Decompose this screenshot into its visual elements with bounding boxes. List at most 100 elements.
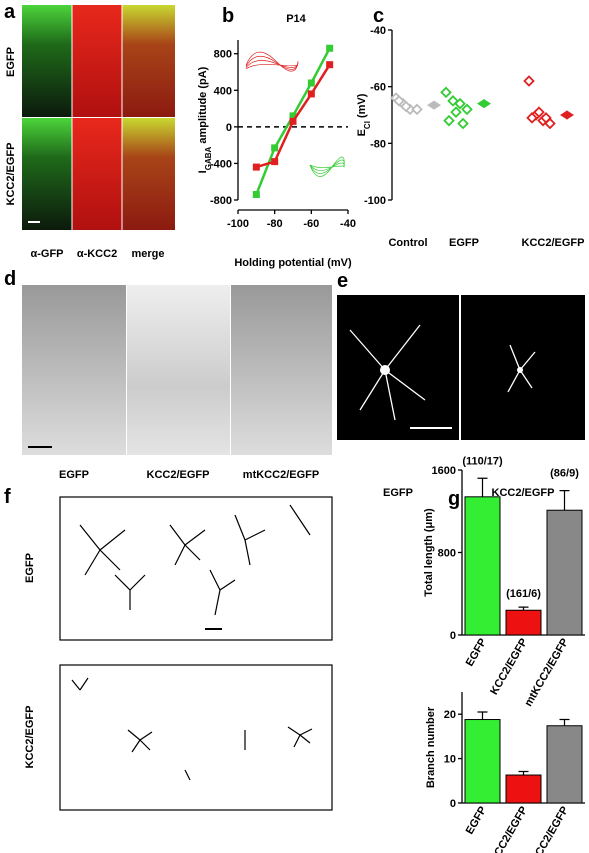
data-point — [443, 114, 455, 127]
annotation: (161/6) — [506, 588, 541, 600]
column-label: KCC2/EGFP — [492, 487, 555, 499]
data-point — [454, 97, 466, 110]
row-label: EGFP — [5, 47, 17, 77]
bar — [464, 719, 501, 804]
inset-trace — [309, 164, 345, 169]
y-axis-label: Branch number — [425, 706, 437, 788]
y-tick-label: 400 — [214, 85, 232, 97]
x-tick-label: mtKCC2/EGFP — [523, 805, 572, 853]
y-axis-label: ECl (mV) — [356, 93, 372, 136]
data-point — [252, 163, 260, 171]
data-point — [450, 106, 462, 118]
x-tick-label: Control — [388, 237, 427, 249]
y-tick-label: 0 — [450, 630, 456, 642]
y-tick-label: -40 — [370, 25, 386, 37]
x-tick-label: KCC2/EGFP — [488, 805, 530, 853]
bar — [546, 509, 583, 636]
x-axis-label: Holding potential (mV) — [234, 257, 352, 269]
panel-label: e — [337, 270, 348, 292]
data-point — [271, 158, 279, 166]
panel-label: d — [4, 268, 16, 290]
y-tick-label: 0 — [226, 122, 232, 134]
bar — [546, 725, 583, 804]
row-label: KCC2/EGFP — [5, 143, 17, 206]
data-point — [526, 112, 538, 124]
y-axis-label-part: GABA — [204, 147, 213, 171]
error-bar — [559, 718, 570, 726]
panel-d-images — [22, 285, 332, 455]
data-point — [523, 75, 535, 87]
x-tick-label: mtKCC2/EGFP — [523, 637, 572, 709]
data-point — [461, 103, 473, 116]
mean-point — [560, 110, 574, 120]
inset-trace — [245, 56, 299, 70]
y-axis-label-part: Cl — [363, 121, 372, 129]
x-tick-label: -80 — [267, 218, 283, 230]
annotation: (110/17) — [462, 455, 503, 467]
column-label: α-KCC2 — [77, 248, 117, 260]
y-tick-label: 0 — [450, 798, 456, 810]
data-point — [393, 95, 405, 107]
y-axis-label-part: E — [356, 129, 368, 136]
panel-f-images — [59, 496, 333, 811]
data-point — [271, 144, 279, 152]
data-point — [307, 90, 315, 98]
y-axis-label-part: amplitude (pA) — [197, 66, 209, 146]
mean-point — [427, 100, 441, 110]
data-point — [252, 191, 260, 199]
y-tick-label: 800 — [438, 548, 456, 560]
error-bar — [477, 477, 488, 497]
data-point — [326, 61, 334, 69]
inset-trace — [309, 156, 345, 177]
bar — [505, 609, 542, 636]
error-bar — [559, 490, 570, 511]
data-point — [411, 103, 423, 116]
column-label: KCC2/EGFP — [147, 469, 210, 481]
x-tick-label: EGFP — [464, 637, 489, 669]
y-axis-label: IGABA amplitude (pA) — [197, 66, 213, 173]
data-point — [307, 79, 315, 87]
inset-trace — [245, 63, 299, 70]
panel-label: c — [373, 5, 384, 27]
inset-trace — [245, 51, 299, 72]
bar — [464, 496, 501, 636]
y-tick-label: -60 — [370, 82, 386, 94]
y-tick-label: -400 — [210, 158, 232, 170]
column-label: merge — [131, 248, 164, 260]
x-tick-label: EGFP — [464, 805, 489, 837]
data-point — [457, 117, 469, 130]
row-label: KCC2/EGFP — [24, 706, 36, 769]
x-tick-label: EGFP — [449, 237, 479, 249]
x-tick-label: KCC2/EGFP — [488, 637, 530, 698]
data-point — [289, 112, 297, 120]
y-tick-label: -100 — [364, 195, 386, 207]
data-point — [533, 106, 545, 118]
x-tick-label: -40 — [340, 218, 356, 230]
panel-label: b — [222, 5, 234, 27]
data-point — [326, 44, 334, 52]
data-point — [440, 86, 452, 99]
column-label: α-GFP — [30, 248, 63, 260]
x-tick-label: KCC2/EGFP — [522, 237, 585, 249]
panel-label: g — [448, 488, 460, 510]
error-bar — [518, 770, 529, 776]
panel-a-images — [22, 5, 175, 230]
y-tick-label: -80 — [370, 138, 386, 150]
y-axis-label-part: I — [197, 170, 209, 173]
column-label: mtKCC2/EGFP — [243, 469, 319, 481]
error-bar — [477, 711, 488, 720]
y-tick-label: 10 — [444, 754, 456, 766]
mean-point — [477, 99, 491, 109]
panel-label: f — [4, 486, 11, 508]
bar — [505, 774, 542, 804]
annotation: (86/9) — [550, 468, 579, 480]
data-point — [400, 100, 412, 113]
column-label: EGFP — [59, 469, 89, 481]
inset-trace — [245, 60, 299, 68]
y-tick-label: 20 — [444, 709, 456, 721]
x-tick-label: -60 — [303, 218, 319, 230]
chart-title: P14 — [286, 13, 306, 25]
data-point — [289, 117, 297, 125]
panel-e-images — [337, 295, 585, 440]
